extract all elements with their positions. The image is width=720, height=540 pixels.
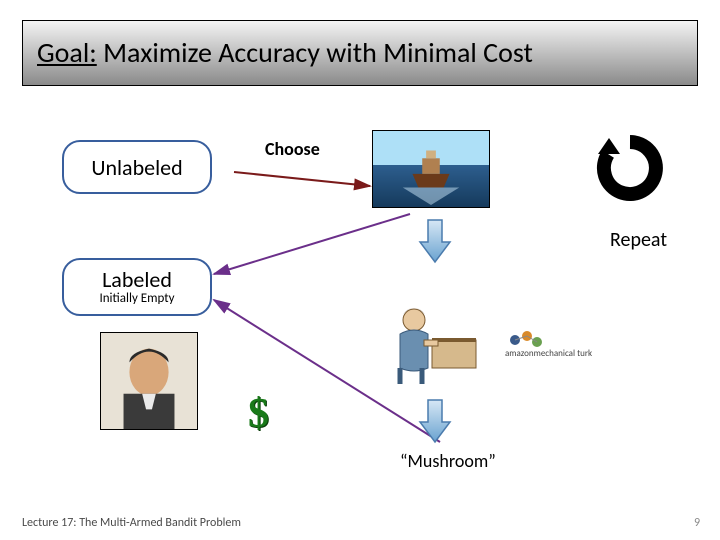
- block-arrow-down-1: [418, 218, 452, 264]
- dollar-sign: $: [248, 390, 269, 438]
- person-avatar-icon: [101, 333, 197, 429]
- ship-photo: [372, 130, 490, 208]
- mturk-logo: amazonmechanical turk: [505, 330, 635, 362]
- ship-icon: [373, 131, 489, 207]
- crowd-worker: [382, 300, 482, 388]
- expert-photo: [100, 332, 198, 430]
- block-arrow-down-2: [418, 398, 452, 444]
- arrow-choose: [0, 0, 720, 540]
- repeat-icon: [598, 136, 662, 200]
- arrow-ship-to-labeled: [214, 214, 410, 274]
- mturk-logo-text: amazonmechanical turk: [505, 348, 592, 359]
- footer-lecture: Lecture 17: The Multi-Armed Bandit Probl…: [22, 516, 241, 530]
- repeat-label: Repeat: [610, 228, 667, 252]
- footer-page-number: 9: [694, 516, 700, 530]
- mushroom-label: “Mushroom”: [400, 450, 496, 472]
- crowd-worker-icon: [382, 300, 482, 388]
